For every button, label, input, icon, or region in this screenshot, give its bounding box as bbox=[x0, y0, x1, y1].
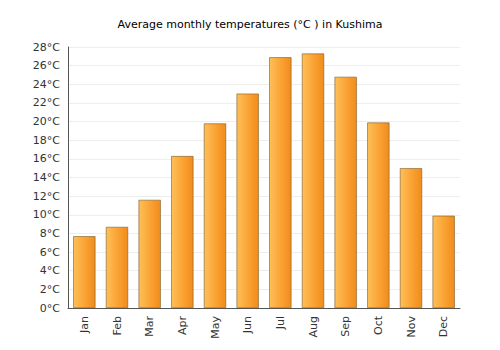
svg-text:12°C: 12°C bbox=[33, 190, 60, 203]
svg-text:2°C: 2°C bbox=[40, 283, 60, 296]
svg-text:Average monthly temperatures (: Average monthly temperatures (°C ) in Ku… bbox=[118, 18, 383, 31]
svg-text:24°C: 24°C bbox=[33, 78, 60, 91]
svg-text:4°C: 4°C bbox=[40, 264, 60, 277]
svg-text:Apr: Apr bbox=[176, 316, 189, 336]
svg-text:Jan: Jan bbox=[78, 316, 91, 334]
svg-text:22°C: 22°C bbox=[33, 96, 60, 109]
svg-text:10°C: 10°C bbox=[33, 208, 60, 221]
svg-text:May: May bbox=[209, 316, 222, 339]
svg-text:Jun: Jun bbox=[241, 316, 254, 334]
svg-text:8°C: 8°C bbox=[40, 227, 60, 240]
svg-text:18°C: 18°C bbox=[33, 134, 60, 147]
svg-text:20°C: 20°C bbox=[33, 115, 60, 128]
svg-text:16°C: 16°C bbox=[33, 152, 60, 165]
svg-text:Mar: Mar bbox=[143, 316, 156, 337]
svg-text:Aug: Aug bbox=[307, 316, 320, 337]
svg-text:Nov: Nov bbox=[405, 316, 418, 338]
svg-text:Dec: Dec bbox=[437, 316, 450, 337]
svg-text:6°C: 6°C bbox=[40, 246, 60, 259]
svg-text:28°C: 28°C bbox=[33, 41, 60, 54]
svg-text:Oct: Oct bbox=[372, 315, 385, 335]
svg-text:Feb: Feb bbox=[111, 316, 124, 335]
svg-text:26°C: 26°C bbox=[33, 59, 60, 72]
svg-text:14°C: 14°C bbox=[33, 171, 60, 184]
svg-text:Sep: Sep bbox=[339, 316, 352, 337]
svg-text:Jul: Jul bbox=[274, 316, 287, 330]
svg-text:0°C: 0°C bbox=[40, 302, 60, 315]
